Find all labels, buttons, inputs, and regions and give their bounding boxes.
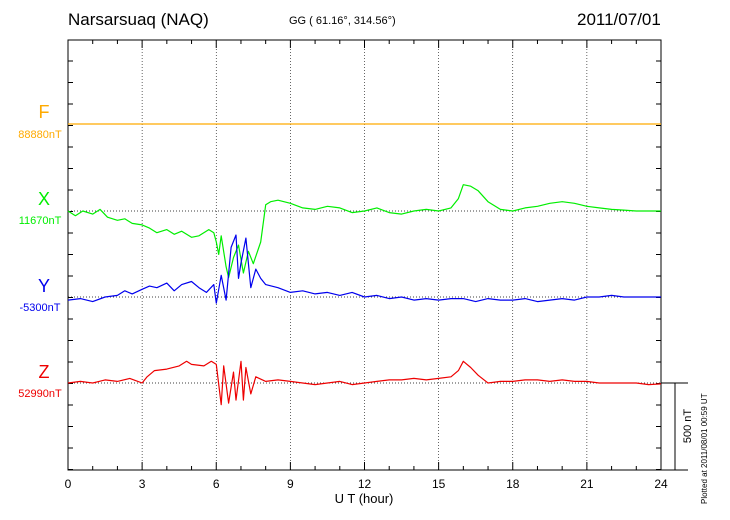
x-tick-label: 6 <box>213 477 220 491</box>
trace-x <box>67 184 661 279</box>
component-letter-z: Z <box>39 362 50 382</box>
component-letter-f: F <box>39 102 50 122</box>
x-tick-label: 12 <box>358 477 372 491</box>
station-title: Narsarsuaq (NAQ) <box>68 10 209 29</box>
x-tick-label: 3 <box>139 477 146 491</box>
station-coordinates: GG ( 61.16°, 314.56°) <box>289 15 396 27</box>
x-tick-label: 24 <box>654 477 668 491</box>
trace-z <box>67 360 662 406</box>
x-tick-label: 15 <box>432 477 446 491</box>
x-tick-label: 21 <box>580 477 594 491</box>
x-tick-label: 0 <box>65 477 72 491</box>
baseline-value-f: 88880nT <box>18 129 62 141</box>
baseline-value-x: 11670nT <box>19 215 62 227</box>
plot-frame <box>67 39 662 471</box>
x-tick-label: 18 <box>506 477 520 491</box>
scale-bar-label: 500 nT <box>682 409 694 444</box>
trace-y <box>67 234 661 304</box>
component-letter-x: X <box>38 189 50 209</box>
x-axis-label: U T (hour) <box>335 491 394 506</box>
component-letter-y: Y <box>38 276 50 296</box>
x-tick-label: 9 <box>287 477 294 491</box>
plotted-timestamp: Plotted at 2011/08/01 00:59 UT <box>700 393 709 504</box>
baseline-value-z: 52990nT <box>18 388 62 400</box>
plot-date: 2011/07/01 <box>577 10 661 29</box>
baseline-value-y: -5300nT <box>20 302 61 314</box>
